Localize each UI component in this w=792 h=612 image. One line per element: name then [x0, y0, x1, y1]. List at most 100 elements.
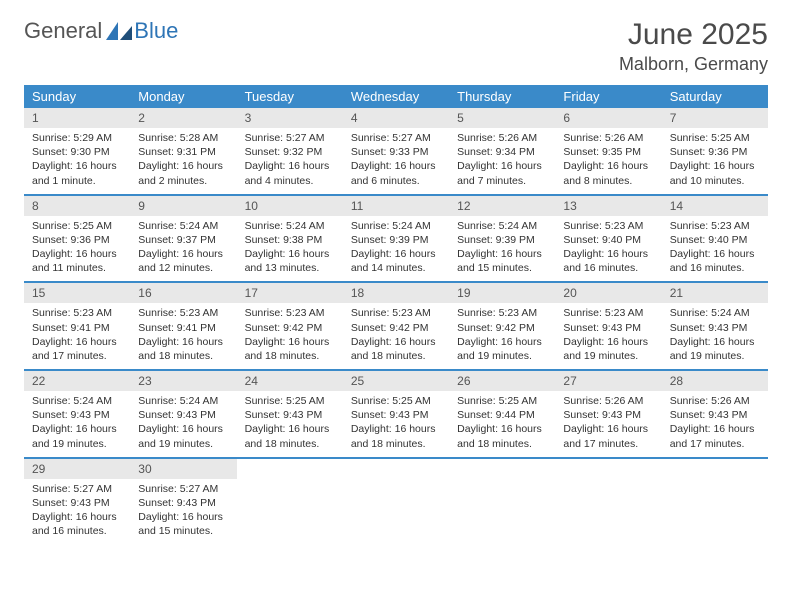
day-number: 10 [237, 196, 343, 216]
location-label: Malborn, Germany [619, 54, 768, 75]
daylight-line: Daylight: 16 hours and 1 minute. [32, 159, 122, 187]
sunrise-line: Sunrise: 5:25 AM [670, 131, 760, 145]
day-body: Sunrise: 5:24 AMSunset: 9:39 PMDaylight:… [449, 216, 555, 282]
sunrise-line: Sunrise: 5:23 AM [670, 219, 760, 233]
sunset-line: Sunset: 9:43 PM [138, 408, 228, 422]
sunset-line: Sunset: 9:43 PM [245, 408, 335, 422]
daylight-line: Daylight: 16 hours and 18 minutes. [245, 335, 335, 363]
day-number: 3 [237, 108, 343, 128]
sunset-line: Sunset: 9:33 PM [351, 145, 441, 159]
daylight-line: Daylight: 16 hours and 16 minutes. [670, 247, 760, 275]
day-number: 7 [662, 108, 768, 128]
day-number: 4 [343, 108, 449, 128]
day-cell: 15Sunrise: 5:23 AMSunset: 9:41 PMDayligh… [24, 283, 130, 369]
sunset-line: Sunset: 9:42 PM [245, 321, 335, 335]
day-cell: 2Sunrise: 5:28 AMSunset: 9:31 PMDaylight… [130, 108, 236, 194]
week-row: 1Sunrise: 5:29 AMSunset: 9:30 PMDaylight… [24, 108, 768, 196]
daylight-line: Daylight: 16 hours and 18 minutes. [457, 422, 547, 450]
sunset-line: Sunset: 9:42 PM [457, 321, 547, 335]
day-body: Sunrise: 5:23 AMSunset: 9:41 PMDaylight:… [130, 303, 236, 369]
day-number: 28 [662, 371, 768, 391]
day-cell: 7 Sunrise: 5:25 AMSunset: 9:36 PMDaylight… [662, 108, 768, 194]
brand-word-2: Blue [134, 18, 178, 44]
day-cell: 9Sunrise: 5:24 AMSunset: 9:37 PMDaylight… [130, 196, 236, 282]
sunset-line: Sunset: 9:35 PM [563, 145, 653, 159]
sunrise-line: Sunrise: 5:24 AM [457, 219, 547, 233]
day-body: Sunrise: 5:26 AMSunset: 9:43 PMDaylight:… [662, 391, 768, 457]
weekday-header: Saturday [662, 85, 768, 108]
daylight-line: Daylight: 16 hours and 7 minutes. [457, 159, 547, 187]
daylight-line: Daylight: 16 hours and 18 minutes. [245, 422, 335, 450]
weeks-container: 1Sunrise: 5:29 AMSunset: 9:30 PMDaylight… [24, 108, 768, 544]
day-cell: 24Sunrise: 5:25 AMSunset: 9:43 PMDayligh… [237, 371, 343, 457]
day-body: Sunrise: 5:25 AMSunset: 9:43 PMDaylight:… [237, 391, 343, 457]
day-number: 17 [237, 283, 343, 303]
day-body: Sunrise: 5:29 AMSunset: 9:30 PMDaylight:… [24, 128, 130, 194]
daylight-line: Daylight: 16 hours and 17 minutes. [563, 422, 653, 450]
day-number: 12 [449, 196, 555, 216]
sunset-line: Sunset: 9:34 PM [457, 145, 547, 159]
day-cell: 22Sunrise: 5:24 AMSunset: 9:43 PMDayligh… [24, 371, 130, 457]
day-body: Sunrise: 5:26 AMSunset: 9:35 PMDaylight:… [555, 128, 661, 194]
daylight-line: Daylight: 16 hours and 10 minutes. [670, 159, 760, 187]
day-body: Sunrise: 5:27 AMSunset: 9:33 PMDaylight:… [343, 128, 449, 194]
day-body: Sunrise: 5:23 AMSunset: 9:43 PMDaylight:… [555, 303, 661, 369]
sunrise-line: Sunrise: 5:26 AM [563, 394, 653, 408]
daylight-line: Daylight: 16 hours and 18 minutes. [351, 335, 441, 363]
daylight-line: Daylight: 16 hours and 16 minutes. [32, 510, 122, 538]
day-cell: 26Sunrise: 5:25 AMSunset: 9:44 PMDayligh… [449, 371, 555, 457]
sunrise-line: Sunrise: 5:26 AM [563, 131, 653, 145]
sunset-line: Sunset: 9:40 PM [670, 233, 760, 247]
daylight-line: Daylight: 16 hours and 8 minutes. [563, 159, 653, 187]
day-body: Sunrise: 5:27 AMSunset: 9:43 PMDaylight:… [24, 479, 130, 545]
sunset-line: Sunset: 9:43 PM [670, 321, 760, 335]
sunrise-line: Sunrise: 5:24 AM [351, 219, 441, 233]
day-cell: 17Sunrise: 5:23 AMSunset: 9:42 PMDayligh… [237, 283, 343, 369]
day-cell: 3Sunrise: 5:27 AMSunset: 9:32 PMDaylight… [237, 108, 343, 194]
day-body: Sunrise: 5:24 AMSunset: 9:38 PMDaylight:… [237, 216, 343, 282]
day-cell: 1Sunrise: 5:29 AMSunset: 9:30 PMDaylight… [24, 108, 130, 194]
sunset-line: Sunset: 9:40 PM [563, 233, 653, 247]
daylight-line: Daylight: 16 hours and 19 minutes. [138, 422, 228, 450]
day-number: 27 [555, 371, 661, 391]
day-body: Sunrise: 5:23 AMSunset: 9:40 PMDaylight:… [662, 216, 768, 282]
day-number: 8 [24, 196, 130, 216]
day-body: Sunrise: 5:23 AMSunset: 9:40 PMDaylight:… [555, 216, 661, 282]
sunrise-line: Sunrise: 5:24 AM [138, 394, 228, 408]
day-cell: 16Sunrise: 5:23 AMSunset: 9:41 PMDayligh… [130, 283, 236, 369]
daylight-line: Daylight: 16 hours and 19 minutes. [32, 422, 122, 450]
daylight-line: Daylight: 16 hours and 6 minutes. [351, 159, 441, 187]
sunset-line: Sunset: 9:36 PM [32, 233, 122, 247]
sunset-line: Sunset: 9:32 PM [245, 145, 335, 159]
sunset-line: Sunset: 9:43 PM [670, 408, 760, 422]
sunrise-line: Sunrise: 5:25 AM [351, 394, 441, 408]
day-cell: 28Sunrise: 5:26 AMSunset: 9:43 PMDayligh… [662, 371, 768, 457]
day-number: 20 [555, 283, 661, 303]
sunrise-line: Sunrise: 5:24 AM [670, 306, 760, 320]
daylight-line: Daylight: 16 hours and 11 minutes. [32, 247, 122, 275]
week-row: 8Sunrise: 5:25 AMSunset: 9:36 PMDaylight… [24, 196, 768, 284]
sunset-line: Sunset: 9:39 PM [457, 233, 547, 247]
daylight-line: Daylight: 16 hours and 15 minutes. [457, 247, 547, 275]
sunset-line: Sunset: 9:36 PM [670, 145, 760, 159]
day-cell [662, 459, 768, 545]
day-number: 13 [555, 196, 661, 216]
daylight-line: Daylight: 16 hours and 18 minutes. [351, 422, 441, 450]
daylight-line: Daylight: 16 hours and 15 minutes. [138, 510, 228, 538]
daylight-line: Daylight: 16 hours and 4 minutes. [245, 159, 335, 187]
day-number: 9 [130, 196, 236, 216]
day-body: Sunrise: 5:23 AMSunset: 9:42 PMDaylight:… [237, 303, 343, 369]
day-number: 16 [130, 283, 236, 303]
daylight-line: Daylight: 16 hours and 19 minutes. [670, 335, 760, 363]
sunrise-line: Sunrise: 5:23 AM [351, 306, 441, 320]
day-body: Sunrise: 5:24 AMSunset: 9:43 PMDaylight:… [662, 303, 768, 369]
weekday-header: Tuesday [237, 85, 343, 108]
day-body: Sunrise: 5:25 AMSunset: 9:43 PMDaylight:… [343, 391, 449, 457]
daylight-line: Daylight: 16 hours and 13 minutes. [245, 247, 335, 275]
day-cell [555, 459, 661, 545]
daylight-line: Daylight: 16 hours and 2 minutes. [138, 159, 228, 187]
day-number: 18 [343, 283, 449, 303]
brand-sail-icon [106, 22, 132, 40]
sunset-line: Sunset: 9:43 PM [351, 408, 441, 422]
calendar-grid: SundayMondayTuesdayWednesdayThursdayFrid… [24, 85, 768, 544]
